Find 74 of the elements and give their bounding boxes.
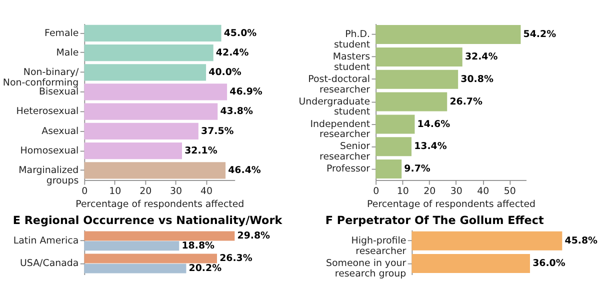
x-tick-label: 20 bbox=[140, 186, 152, 198]
y-tick-label: Male bbox=[56, 47, 79, 58]
x-tick-label: 30 bbox=[170, 186, 182, 198]
data-label: 14.6% bbox=[417, 118, 451, 130]
bar bbox=[84, 84, 228, 100]
y-tick-label: Heterosexual bbox=[16, 106, 79, 118]
bar bbox=[376, 114, 415, 134]
y-tick-label: Female bbox=[44, 28, 79, 39]
x-axis-title: Percentage of respondents affected bbox=[367, 199, 536, 210]
x-tick-label: 20 bbox=[424, 186, 436, 198]
data-label: 29.8% bbox=[237, 230, 271, 242]
data-label: 36.0% bbox=[532, 258, 566, 270]
y-tick-label: USA/Canada bbox=[20, 258, 79, 270]
bar bbox=[84, 264, 186, 274]
bar bbox=[84, 122, 198, 140]
y-tick-label: Ph.D. student bbox=[334, 29, 370, 50]
data-label: 43.8% bbox=[220, 106, 254, 118]
bar bbox=[376, 137, 412, 156]
y-tick-label: Homosexual bbox=[20, 145, 79, 156]
data-label: 45.8% bbox=[564, 236, 598, 247]
bar bbox=[84, 254, 218, 264]
y-tick-label: Masters student bbox=[332, 52, 370, 73]
x-tick-label: 50 bbox=[504, 186, 516, 198]
bar bbox=[84, 241, 180, 251]
y-tick-label: Undergraduate student bbox=[298, 96, 370, 118]
bar bbox=[84, 231, 235, 241]
bar bbox=[84, 24, 222, 42]
data-label: 46.4% bbox=[228, 164, 262, 176]
x-tick-label: 40 bbox=[200, 186, 212, 198]
x-tick-label: 10 bbox=[109, 186, 122, 198]
x-axis-title: Percentage of respondents affected bbox=[76, 199, 244, 210]
bar bbox=[84, 44, 214, 62]
data-label: 37.5% bbox=[201, 126, 234, 137]
data-label: 30.8% bbox=[460, 74, 494, 85]
x-tick-label: 0 bbox=[82, 186, 88, 198]
bar bbox=[84, 162, 226, 179]
y-tick-label: High-profile researcher bbox=[351, 236, 406, 257]
x-tick-label: 30 bbox=[450, 186, 462, 198]
bar bbox=[376, 92, 448, 112]
data-label: 20.2% bbox=[188, 263, 222, 274]
y-tick-label: Post-doctoral researcher bbox=[308, 74, 370, 96]
y-tick-label: Independent researcher bbox=[310, 118, 370, 140]
bar bbox=[376, 47, 462, 66]
data-label: 54.2% bbox=[523, 29, 557, 40]
bar bbox=[376, 25, 521, 44]
data-label: 26.7% bbox=[450, 96, 483, 108]
x-tick-label: 0 bbox=[373, 186, 380, 198]
y-tick-label: Bisexual bbox=[39, 86, 79, 98]
data-label: 13.4% bbox=[414, 141, 448, 152]
y-tick-label: Professor bbox=[326, 164, 370, 175]
x-tick-label: 40 bbox=[477, 186, 490, 198]
bar bbox=[84, 103, 218, 120]
bar bbox=[84, 142, 182, 160]
y-tick-label: Non-binary/ Non-conforming bbox=[2, 66, 80, 88]
data-label: 18.8% bbox=[182, 240, 216, 252]
y-tick-label: Senior researcher bbox=[320, 141, 370, 163]
data-label: 45.0% bbox=[224, 28, 258, 39]
data-label: 32.1% bbox=[184, 145, 218, 156]
chart-title: F Perpetrator Of The Gollum Effect bbox=[325, 214, 544, 227]
y-tick-label: Latin America bbox=[13, 236, 79, 247]
x-tick-label: 10 bbox=[396, 186, 409, 198]
bar bbox=[84, 64, 206, 81]
data-label: 40.0% bbox=[208, 66, 242, 78]
y-tick-label: Marginalized groups bbox=[18, 164, 79, 186]
data-label: 32.4% bbox=[464, 52, 498, 63]
y-tick-label: Asexual bbox=[42, 126, 79, 137]
bar bbox=[376, 160, 402, 179]
data-label: 46.9% bbox=[230, 86, 263, 98]
data-label: 26.3% bbox=[220, 253, 253, 264]
data-label: 42.4% bbox=[216, 47, 250, 58]
y-tick-label: Someone in your research group bbox=[326, 258, 406, 280]
data-label: 9.7% bbox=[404, 164, 431, 175]
bar bbox=[376, 70, 458, 89]
chart-title: E Regional Occurrence vs Nationality/Work bbox=[12, 214, 283, 227]
